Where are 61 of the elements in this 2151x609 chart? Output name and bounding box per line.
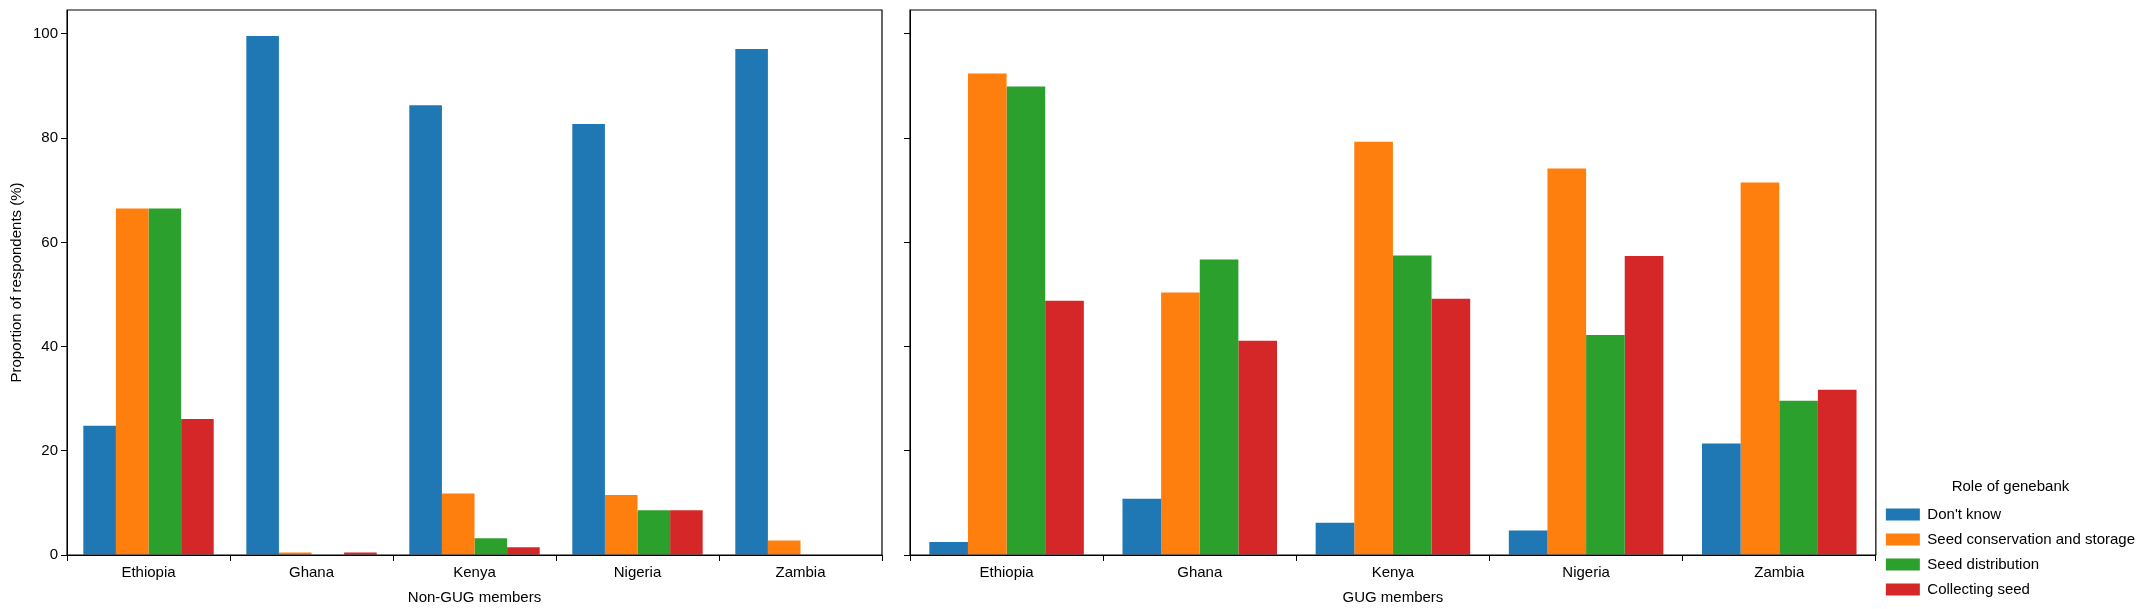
bar bbox=[344, 552, 377, 555]
legend-label: Collecting seed bbox=[1927, 579, 2030, 597]
x-tick-label: Ghana bbox=[1177, 563, 1223, 581]
bar bbox=[246, 36, 279, 555]
bar bbox=[1779, 400, 1818, 555]
bar bbox=[670, 510, 703, 555]
legend-title: Role of genebank bbox=[1951, 476, 2070, 494]
y-axis-title: Proportion of respondents (%) bbox=[7, 182, 25, 383]
y-tick-label: 40 bbox=[41, 336, 59, 354]
x-axis-title: GUG members bbox=[1342, 588, 1444, 606]
y-tick-label: 0 bbox=[49, 545, 59, 563]
bar bbox=[1702, 443, 1741, 555]
bar bbox=[1006, 86, 1046, 555]
bar bbox=[1586, 335, 1625, 555]
bar bbox=[181, 419, 214, 555]
y-tick-label: 80 bbox=[41, 128, 59, 146]
x-tick-label: Nigeria bbox=[613, 563, 662, 581]
bar bbox=[83, 425, 116, 555]
x-tick-label: Ghana bbox=[289, 563, 335, 581]
x-tick-label: Ethiopia bbox=[121, 563, 177, 581]
x-tick-label: Nigeria bbox=[1562, 563, 1611, 581]
bar bbox=[441, 493, 475, 555]
bar bbox=[1199, 259, 1239, 555]
bar bbox=[1161, 292, 1200, 555]
y-tick-label: 20 bbox=[41, 440, 59, 458]
bar bbox=[1431, 298, 1471, 555]
bar bbox=[1122, 498, 1162, 555]
bar bbox=[409, 105, 442, 555]
bar bbox=[1624, 255, 1664, 555]
bar bbox=[1045, 300, 1084, 555]
x-tick-label: Kenya bbox=[1371, 563, 1415, 581]
x-tick-label: Zambia bbox=[1754, 563, 1805, 581]
bar bbox=[1740, 182, 1780, 555]
bar bbox=[507, 547, 540, 555]
legend-label: Don't know bbox=[1927, 504, 2002, 522]
x-tick-label: Zambia bbox=[775, 563, 827, 581]
bar bbox=[1508, 530, 1548, 555]
bar bbox=[604, 495, 638, 555]
bar bbox=[1392, 255, 1432, 555]
bar bbox=[767, 540, 801, 555]
bar bbox=[148, 208, 182, 555]
bar bbox=[1547, 168, 1587, 555]
bar bbox=[115, 208, 149, 555]
legend-label: Seed distribution bbox=[1927, 554, 2040, 572]
bar bbox=[474, 538, 508, 555]
y-tick-label: 60 bbox=[41, 232, 59, 250]
bar bbox=[278, 552, 312, 555]
bar bbox=[1315, 522, 1355, 555]
bar bbox=[967, 73, 1007, 555]
bar bbox=[929, 541, 968, 555]
y-tick-label: 100 bbox=[33, 24, 59, 42]
bar bbox=[1354, 141, 1393, 555]
legend-label: Seed conservation and storage bbox=[1927, 529, 2136, 547]
bar bbox=[572, 124, 605, 555]
bar bbox=[735, 49, 768, 555]
bar bbox=[1238, 340, 1278, 555]
x-tick-label: Kenya bbox=[453, 563, 497, 581]
bar bbox=[1817, 389, 1857, 555]
x-axis-title: Non-GUG members bbox=[407, 588, 542, 606]
x-tick-label: Ethiopia bbox=[979, 563, 1035, 581]
bar bbox=[637, 510, 671, 555]
